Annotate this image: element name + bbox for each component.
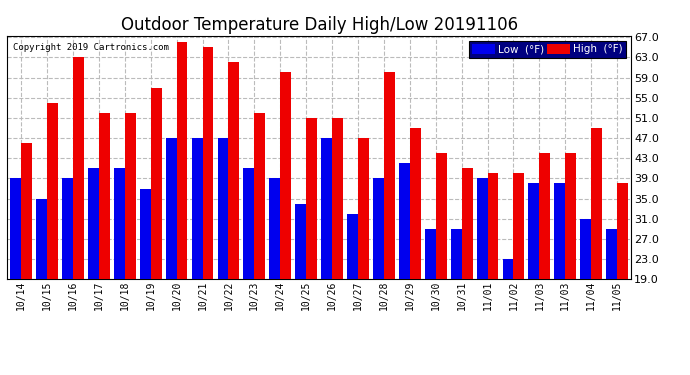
Bar <box>502 259 513 279</box>
Text: Copyright 2019 Cartronics.com: Copyright 2019 Cartronics.com <box>13 43 169 52</box>
Bar <box>203 47 213 279</box>
Bar <box>114 168 125 279</box>
Bar <box>166 138 177 279</box>
Bar <box>347 214 358 279</box>
Bar <box>607 229 617 279</box>
Bar <box>591 128 602 279</box>
Bar <box>451 229 462 279</box>
Bar <box>217 138 228 279</box>
Bar <box>617 183 628 279</box>
Bar <box>565 153 576 279</box>
Bar <box>462 168 473 279</box>
Bar <box>228 62 239 279</box>
Bar <box>529 183 540 279</box>
Bar <box>269 178 280 279</box>
Bar <box>10 178 21 279</box>
Bar <box>322 138 332 279</box>
Bar <box>73 57 84 279</box>
Bar <box>488 173 498 279</box>
Bar <box>332 118 343 279</box>
Bar <box>255 113 265 279</box>
Bar <box>425 229 435 279</box>
Bar <box>36 199 47 279</box>
Bar <box>540 153 550 279</box>
Bar <box>99 113 110 279</box>
Bar <box>88 168 99 279</box>
Bar <box>47 103 58 279</box>
Bar <box>244 168 255 279</box>
Bar <box>554 183 565 279</box>
Bar <box>306 118 317 279</box>
Bar <box>358 138 369 279</box>
Bar <box>295 204 306 279</box>
Bar <box>21 143 32 279</box>
Bar <box>399 163 410 279</box>
Bar <box>513 173 524 279</box>
Bar <box>280 72 291 279</box>
Bar <box>140 189 150 279</box>
Bar <box>150 88 161 279</box>
Bar <box>580 219 591 279</box>
Bar <box>373 178 384 279</box>
Bar <box>410 128 421 279</box>
Bar <box>477 178 488 279</box>
Bar <box>435 153 446 279</box>
Legend: Low  (°F), High  (°F): Low (°F), High (°F) <box>469 41 626 58</box>
Bar <box>192 138 203 279</box>
Bar <box>62 178 73 279</box>
Title: Outdoor Temperature Daily High/Low 20191106: Outdoor Temperature Daily High/Low 20191… <box>121 16 517 34</box>
Bar <box>177 42 188 279</box>
Bar <box>384 72 395 279</box>
Bar <box>125 113 136 279</box>
